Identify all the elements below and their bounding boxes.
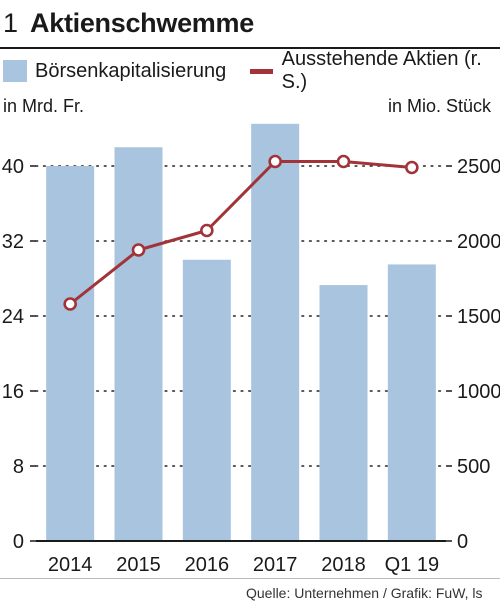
legend-swatch-bar: [3, 60, 27, 82]
chart-number: 1: [3, 8, 19, 38]
bar-market-cap: [46, 166, 95, 541]
chart-title-row: 1 Aktienschwemme: [3, 8, 254, 44]
x-tick-label: Q1 19: [385, 554, 439, 576]
y-left-tick-label: 8: [13, 456, 24, 478]
legend: Börsenkapitalisierung Ausstehende Aktien…: [0, 48, 500, 93]
chart-title: Aktienschwemme: [30, 8, 254, 38]
title-rule: [0, 47, 500, 49]
bar-market-cap: [387, 264, 436, 541]
bar-market-cap: [182, 259, 231, 541]
y-right-tick-label: 2000: [457, 231, 500, 253]
x-tick-label: 2017: [253, 554, 298, 576]
x-tick-label: 2014: [48, 554, 93, 576]
y-left-tick-label: 40: [2, 156, 24, 178]
legend-item-market-cap: Börsenkapitalisierung: [3, 56, 226, 86]
y-left-tick-label: 16: [2, 381, 24, 403]
right-axis-unit: in Mio. Stück: [387, 96, 491, 116]
bar-market-cap: [251, 123, 300, 541]
x-tick-label: 2016: [185, 554, 230, 576]
line-point-shares: [336, 154, 351, 169]
y-left-tick-label: 32: [2, 231, 24, 253]
x-tick-label: 2015: [116, 554, 161, 576]
line-point-shares: [405, 160, 419, 175]
line-point-shares: [200, 223, 214, 238]
line-point-shares: [63, 297, 77, 311]
x-tick-label: 2018: [321, 554, 366, 576]
y-left-tick-label: 24: [2, 306, 24, 328]
bar-market-cap: [319, 285, 368, 541]
source-rule: [0, 578, 500, 579]
y-right-tick-label: 0: [457, 531, 468, 553]
legend-swatch-line: [250, 68, 273, 74]
y-right-tick-label: 1000: [457, 381, 500, 403]
bar-market-cap: [114, 147, 163, 541]
source-note: Quelle: Unternehmen / Grafik: FuW, ls: [246, 585, 483, 601]
y-right-tick-label: 2500: [457, 156, 500, 178]
line-point-shares: [131, 243, 146, 257]
line-point-shares: [268, 154, 282, 169]
y-left-tick-label: 0: [13, 531, 24, 553]
line-shares-outstanding: [69, 160, 412, 306]
legend-label-shares: Ausstehende Aktien (r. S.): [281, 48, 482, 93]
legend-item-shares: Ausstehende Aktien (r. S.): [250, 48, 500, 93]
left-axis-unit: in Mrd. Fr.: [3, 96, 85, 116]
y-right-tick-label: 500: [457, 456, 490, 478]
legend-label-market-cap: Börsenkapitalisierung: [35, 59, 227, 82]
y-right-tick-label: 1500: [457, 306, 500, 328]
